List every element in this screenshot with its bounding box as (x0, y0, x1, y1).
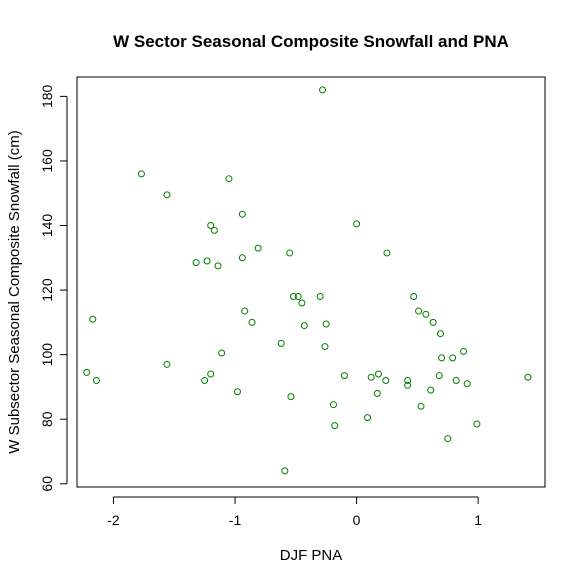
data-point (322, 320, 330, 328)
y-axis-label: W Subsector Seasonal Composite Snowfall … (6, 130, 23, 453)
data-point (404, 376, 412, 384)
y-tick-label: 160 (39, 149, 55, 173)
data-point (281, 467, 289, 475)
y-tick-label: 180 (39, 84, 55, 108)
data-point (286, 249, 294, 257)
data-point (427, 386, 435, 394)
data-point (382, 376, 390, 384)
y-tick-label: 120 (39, 278, 55, 302)
data-point (444, 435, 452, 443)
data-point (374, 370, 382, 378)
data-point (463, 380, 471, 388)
data-point (353, 220, 361, 228)
data-point (415, 307, 423, 315)
data-point (417, 402, 425, 410)
y-tick-label: 60 (39, 476, 55, 492)
data-point (218, 349, 226, 357)
data-point (300, 322, 308, 330)
data-point (210, 226, 218, 234)
data-point (449, 354, 457, 362)
data-point (137, 170, 145, 178)
data-point (207, 222, 215, 230)
y-tick-label: 100 (39, 343, 55, 367)
data-point (319, 86, 327, 94)
data-point (331, 422, 339, 430)
data-point (277, 339, 285, 347)
data-point (92, 376, 100, 384)
x-tick-label: -2 (107, 512, 120, 528)
data-point (329, 401, 337, 409)
data-point (367, 373, 375, 381)
data-point (225, 175, 233, 183)
x-tick-label: 1 (474, 512, 482, 528)
data-point (254, 244, 262, 252)
data-point (373, 389, 381, 397)
data-point (410, 293, 418, 301)
data-point (473, 420, 481, 428)
data-point (241, 307, 249, 315)
data-point (436, 330, 444, 338)
data-point (364, 414, 372, 422)
data-point (422, 310, 430, 318)
data-point (163, 360, 171, 368)
data-point (383, 249, 391, 257)
chart-title: W Sector Seasonal Composite Snowfall and… (113, 32, 509, 51)
data-point (83, 368, 91, 376)
data-point (287, 393, 295, 401)
plot-frame (76, 76, 546, 488)
data-point (316, 293, 324, 301)
data-point (233, 388, 241, 396)
data-point (429, 318, 437, 326)
data-points (83, 86, 532, 475)
data-point (294, 293, 302, 301)
data-point (89, 315, 97, 323)
data-point (460, 347, 468, 355)
data-point (298, 299, 306, 307)
x-tick-label: 0 (353, 512, 361, 528)
x-tick-label: -1 (229, 512, 242, 528)
x-axis: -2 -1 0 1 (107, 496, 482, 528)
data-point (435, 372, 443, 380)
data-point (524, 373, 532, 381)
y-axis: 60 80 100 120 140 160 180 (39, 84, 68, 492)
data-point (192, 259, 200, 267)
data-point (201, 376, 209, 384)
data-point (289, 293, 297, 301)
data-point (238, 210, 246, 218)
data-point (214, 262, 222, 270)
y-tick-label: 80 (39, 411, 55, 427)
data-point (248, 318, 256, 326)
y-tick-label: 140 (39, 214, 55, 238)
data-point (404, 381, 412, 389)
x-axis-label: DJF PNA (280, 547, 343, 564)
data-point (321, 343, 329, 351)
data-point (163, 191, 171, 199)
data-point (340, 372, 348, 380)
data-point (207, 370, 215, 378)
data-point (438, 354, 446, 362)
data-point (238, 254, 246, 262)
data-point (452, 376, 460, 384)
data-point (203, 257, 211, 265)
